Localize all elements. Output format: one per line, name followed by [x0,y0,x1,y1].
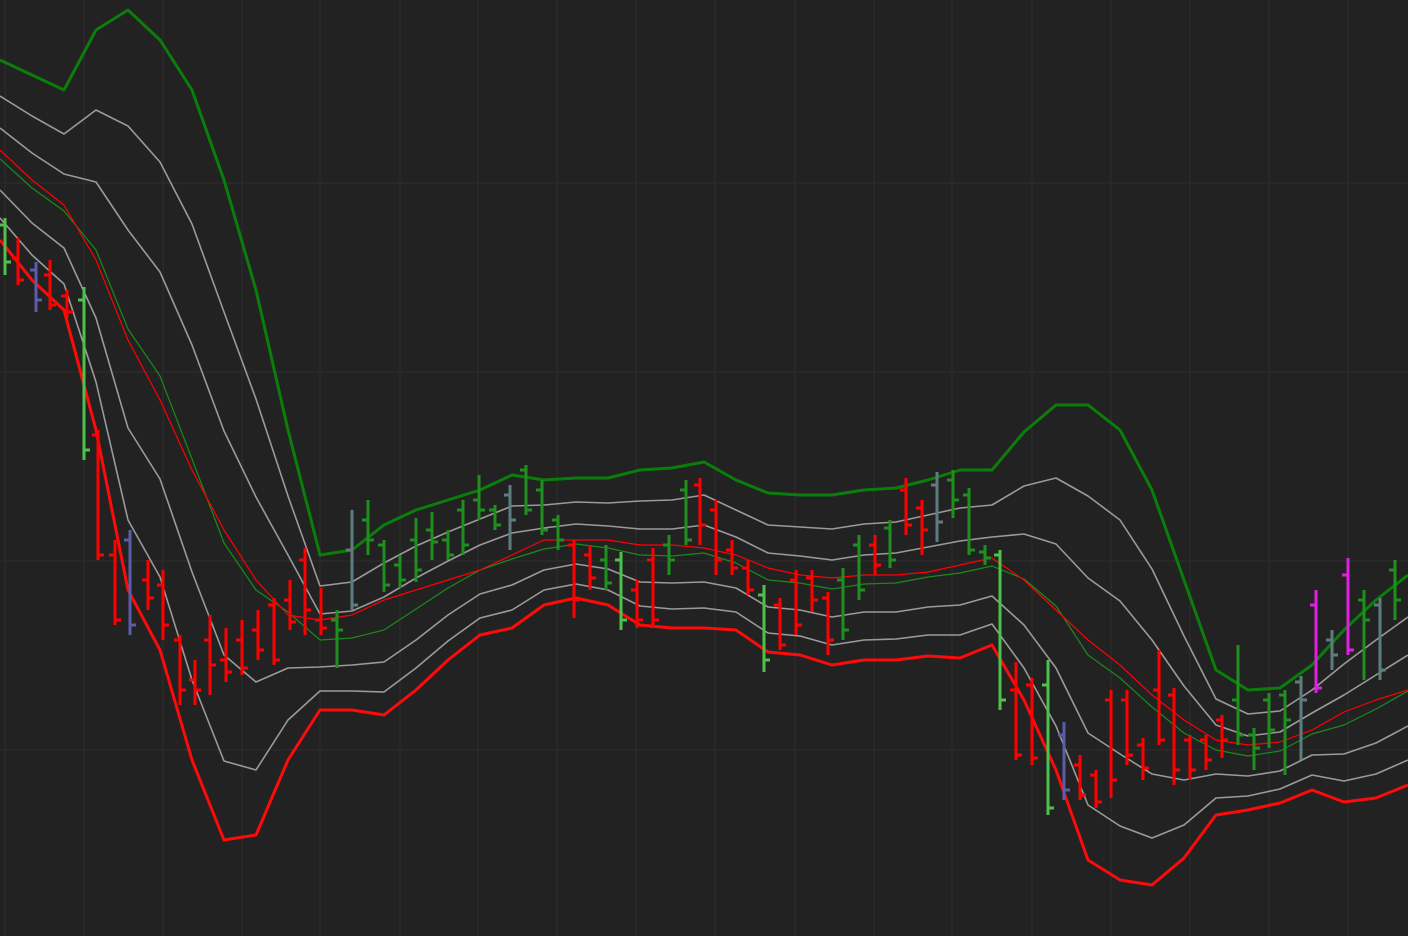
band-line [0,8,1408,692]
band-line [0,239,1408,887]
band-line [0,95,1408,715]
band-line [0,217,1408,839]
